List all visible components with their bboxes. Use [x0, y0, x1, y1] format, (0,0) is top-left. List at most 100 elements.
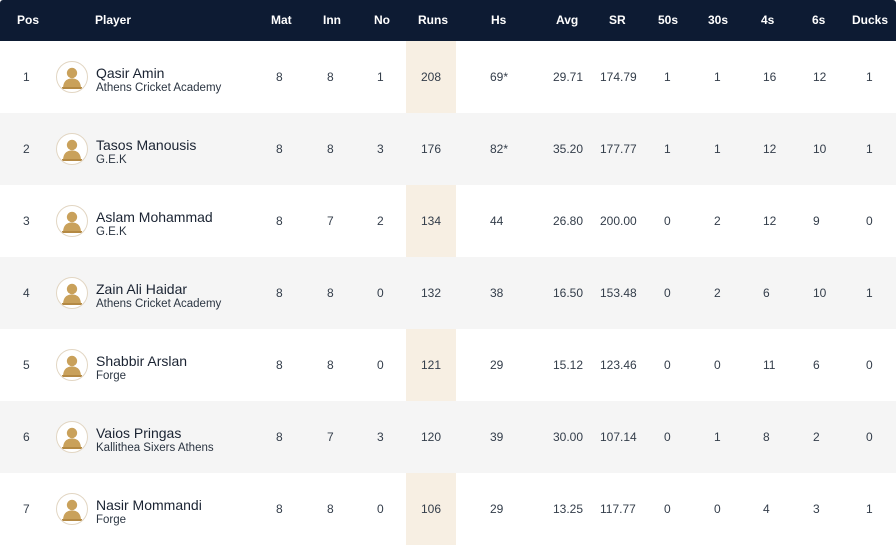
- table-row[interactable]: 3 Aslam Mohammad G.E.K 8 7 2 134 44 26.8…: [0, 185, 896, 257]
- fours-cell: 11: [763, 358, 776, 372]
- hs-cell: 44: [490, 214, 504, 228]
- player-silhouette-icon: [56, 421, 88, 453]
- player-team: Athens Cricket Academy: [96, 82, 222, 94]
- pos-cell: 2: [23, 142, 30, 156]
- fifties-cell: 1: [664, 70, 671, 84]
- avg-cell: 35.20: [553, 142, 584, 156]
- inn-cell: 8: [327, 502, 334, 516]
- table-row[interactable]: 1 Qasir Amin Athens Cricket Academy 8 8 …: [0, 41, 896, 113]
- avg-cell: 13.25: [553, 502, 584, 516]
- player-silhouette-icon: [56, 277, 88, 309]
- sr-cell: 117.77: [600, 502, 636, 516]
- avg-cell: 26.80: [553, 214, 584, 228]
- mat-cell: 8: [276, 286, 283, 300]
- hs-cell: 82*: [490, 142, 509, 156]
- fours-cell: 12: [763, 214, 777, 228]
- player-team: Forge: [96, 370, 127, 382]
- table-row[interactable]: 7 Nasir Mommandi Forge 8 8 0 106 29 13.2…: [0, 473, 896, 545]
- ducks-cell: 0: [866, 430, 873, 444]
- player-team: Forge: [96, 514, 127, 526]
- player-name[interactable]: Vaios Pringas: [96, 425, 182, 441]
- col-header-avg[interactable]: Avg: [556, 13, 579, 27]
- col-header-30s[interactable]: 30s: [708, 13, 729, 27]
- col-header-6s[interactable]: 6s: [812, 13, 826, 27]
- ducks-cell: 1: [866, 502, 873, 516]
- player-team: Athens Cricket Academy: [96, 298, 222, 310]
- inn-cell: 8: [327, 358, 334, 372]
- table-row[interactable]: 5 Shabbir Arslan Forge 8 8 0 121 29 15.1…: [0, 329, 896, 401]
- col-header-runs[interactable]: Runs: [418, 13, 448, 27]
- player-name[interactable]: Tasos Manousis: [96, 137, 197, 153]
- no-cell: 3: [377, 430, 384, 444]
- ducks-cell: 1: [866, 142, 873, 156]
- table-row[interactable]: 2 Tasos Manousis G.E.K 8 8 3 176 82* 35.…: [0, 113, 896, 185]
- thirties-cell: 2: [714, 286, 721, 300]
- player-silhouette-icon: [56, 493, 88, 525]
- col-header-4s[interactable]: 4s: [761, 13, 775, 27]
- col-header-player[interactable]: Player: [95, 13, 132, 27]
- player-silhouette-icon: [56, 133, 88, 165]
- mat-cell: 8: [276, 358, 283, 372]
- mat-cell: 8: [276, 214, 283, 228]
- table-row[interactable]: 6 Vaios Pringas Kallithea Sixers Athens …: [0, 401, 896, 473]
- thirties-cell: 0: [714, 358, 721, 372]
- fours-cell: 4: [763, 502, 770, 516]
- player-team: Kallithea Sixers Athens: [96, 442, 214, 454]
- pos-cell: 3: [23, 214, 30, 228]
- player-name[interactable]: Zain Ali Haidar: [96, 281, 188, 297]
- mat-cell: 8: [276, 70, 283, 84]
- runs-cell: 132: [421, 286, 442, 300]
- sixes-cell: 10: [813, 142, 827, 156]
- col-header-mat[interactable]: Mat: [271, 13, 292, 27]
- table-row[interactable]: 4 Zain Ali Haidar Athens Cricket Academy…: [0, 257, 896, 329]
- pos-cell: 1: [23, 70, 30, 84]
- no-cell: 0: [377, 358, 384, 372]
- fifties-cell: 0: [664, 430, 671, 444]
- sr-cell: 200.00: [600, 214, 637, 228]
- no-cell: 0: [377, 502, 384, 516]
- avg-cell: 30.00: [553, 430, 584, 444]
- col-header-no[interactable]: No: [374, 13, 390, 27]
- col-header-pos[interactable]: Pos: [17, 13, 40, 27]
- col-header-hs[interactable]: Hs: [491, 13, 507, 27]
- player-name[interactable]: Shabbir Arslan: [96, 353, 188, 369]
- player-team: G.E.K: [96, 154, 127, 166]
- sixes-cell: 2: [813, 430, 820, 444]
- mat-cell: 8: [276, 142, 283, 156]
- fours-cell: 6: [763, 286, 770, 300]
- col-header-inn[interactable]: Inn: [323, 13, 341, 27]
- sixes-cell: 9: [813, 214, 820, 228]
- col-header-sr[interactable]: SR: [609, 13, 626, 27]
- col-header-ducks[interactable]: Ducks: [852, 13, 889, 27]
- fours-cell: 12: [763, 142, 777, 156]
- player-name[interactable]: Nasir Mommandi: [96, 497, 202, 513]
- player-silhouette-icon: [56, 205, 88, 237]
- hs-cell: 29: [490, 358, 504, 372]
- ducks-cell: 0: [866, 358, 873, 372]
- ducks-cell: 0: [866, 214, 873, 228]
- sr-cell: 107.14: [600, 430, 637, 444]
- sr-cell: 174.79: [600, 70, 637, 84]
- thirties-cell: 1: [714, 430, 721, 444]
- sr-cell: 153.48: [600, 286, 637, 300]
- no-cell: 3: [377, 142, 384, 156]
- mat-cell: 8: [276, 430, 283, 444]
- player-team: G.E.K: [96, 226, 127, 238]
- inn-cell: 7: [327, 214, 334, 228]
- fifties-cell: 0: [664, 214, 671, 228]
- player-name[interactable]: Aslam Mohammad: [96, 209, 213, 225]
- player-name[interactable]: Qasir Amin: [96, 65, 165, 81]
- hs-cell: 29: [490, 502, 504, 516]
- runs-cell: 120: [421, 430, 442, 444]
- avg-cell: 16.50: [553, 286, 584, 300]
- pos-cell: 4: [23, 286, 30, 300]
- hs-cell: 39: [490, 430, 504, 444]
- fifties-cell: 0: [664, 502, 671, 516]
- player-silhouette-icon: [56, 349, 88, 381]
- pos-cell: 6: [23, 430, 30, 444]
- sixes-cell: 10: [813, 286, 827, 300]
- thirties-cell: 2: [714, 214, 721, 228]
- col-header-50s[interactable]: 50s: [658, 13, 679, 27]
- inn-cell: 8: [327, 70, 334, 84]
